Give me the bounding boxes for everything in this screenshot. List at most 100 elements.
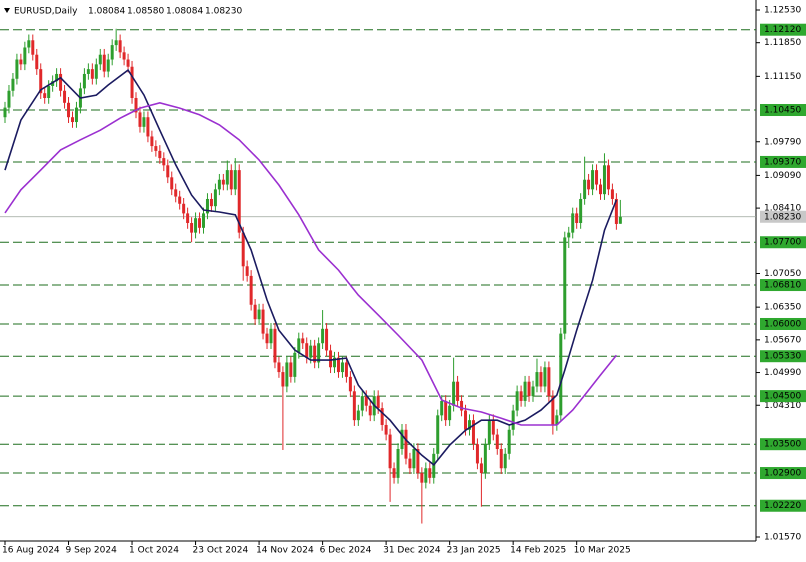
moving-average <box>4 101 618 426</box>
candle-body <box>114 40 118 46</box>
candle-body <box>606 165 610 190</box>
level-label: 1.02900 <box>764 469 801 479</box>
candle-body <box>285 362 289 387</box>
candle-body <box>7 90 11 108</box>
candle-body <box>261 309 265 334</box>
y-tick-label: 1.01570 <box>764 533 801 543</box>
candle-body <box>511 410 515 430</box>
x-tick-label: 31 Dec 2024 <box>383 546 441 556</box>
candle-body <box>591 170 595 190</box>
candle-body <box>388 434 392 469</box>
level-label: 1.09370 <box>764 157 801 167</box>
candle-body <box>416 449 420 474</box>
candle-body <box>237 170 241 233</box>
candle-body <box>245 266 249 276</box>
candle-body <box>110 45 114 60</box>
ohlc-value: 1.08084 <box>166 7 203 17</box>
candle-body <box>269 328 273 344</box>
candle-body <box>55 73 59 82</box>
candle-body <box>305 343 309 358</box>
candle-body <box>35 54 39 70</box>
candle-body <box>614 198 618 224</box>
candle-body <box>134 97 138 113</box>
level-label: 1.03500 <box>764 440 801 450</box>
candle-body <box>317 343 321 363</box>
candle-body <box>233 170 237 190</box>
candle-body <box>194 218 198 233</box>
y-tick-label: 1.11850 <box>764 38 801 48</box>
level-label: 1.12120 <box>764 25 801 35</box>
candle-body <box>527 381 531 397</box>
symbol-title: EURUSD,Daily <box>14 7 78 17</box>
candle-body <box>348 376 352 392</box>
y-tick-label: 1.11150 <box>764 72 801 82</box>
candle-body <box>217 179 221 190</box>
x-tick-label: 16 Aug 2024 <box>2 546 60 556</box>
candle-body <box>444 400 448 421</box>
x-tick-label: 10 Mar 2025 <box>574 546 631 556</box>
candle-body <box>487 420 491 445</box>
candle-body <box>198 218 202 228</box>
candle-body <box>519 391 523 401</box>
level-box <box>760 155 806 168</box>
candle-body <box>213 189 217 207</box>
candle-body <box>420 473 424 483</box>
candle-body <box>94 64 98 79</box>
moving-average <box>4 68 618 467</box>
candle-body <box>19 59 23 65</box>
candle-body <box>352 391 356 421</box>
candle-body <box>221 179 225 185</box>
level-box <box>760 390 806 403</box>
candle-body <box>98 54 102 65</box>
candle-body <box>23 47 27 65</box>
candle-body <box>547 367 551 397</box>
candle-body <box>74 107 78 123</box>
candle-body <box>329 350 333 368</box>
candle-body <box>575 213 579 224</box>
candle-body <box>126 59 130 67</box>
candle-body <box>102 54 106 72</box>
candle-body <box>47 85 51 98</box>
candle-body <box>368 405 372 416</box>
candle-body <box>27 40 31 48</box>
candle-body <box>205 198 209 214</box>
ohlc-value: 1.08084 <box>88 7 125 17</box>
candle-body <box>583 179 587 199</box>
candle-body <box>452 381 456 406</box>
candle-body <box>130 66 134 98</box>
level-box <box>760 350 806 363</box>
candle-body <box>146 117 150 137</box>
candle-body <box>436 415 440 454</box>
candle-body <box>170 177 174 190</box>
y-tick-label: 1.05670 <box>764 335 801 345</box>
candle-body <box>162 158 166 166</box>
candle-body <box>495 434 499 450</box>
candle-body <box>428 468 432 478</box>
candle-body <box>344 362 348 377</box>
candle-body <box>380 408 384 425</box>
candle-body <box>309 345 313 358</box>
candle-body <box>539 372 543 387</box>
x-tick-label: 23 Oct 2024 <box>193 546 249 556</box>
menu-arrow[interactable] <box>4 8 10 13</box>
y-tick-label: 1.06350 <box>764 303 801 313</box>
candle-body <box>340 362 344 373</box>
level-label: 1.06810 <box>764 281 801 291</box>
candle-body <box>483 444 487 474</box>
candle-body <box>412 449 416 469</box>
candle-body <box>467 420 471 430</box>
x-tick-label: 14 Nov 2024 <box>256 546 314 556</box>
candle-body <box>325 328 329 351</box>
candle-body <box>3 107 7 118</box>
candle-body <box>249 275 253 305</box>
candle-body <box>301 338 305 344</box>
candle-body <box>618 216 622 224</box>
candle-body <box>63 90 67 103</box>
candle-body <box>277 362 281 373</box>
candle-body <box>166 165 170 178</box>
level-box <box>760 317 806 330</box>
y-tick-label: 1.08410 <box>764 204 801 214</box>
y-tick-label: 1.09790 <box>764 137 801 147</box>
